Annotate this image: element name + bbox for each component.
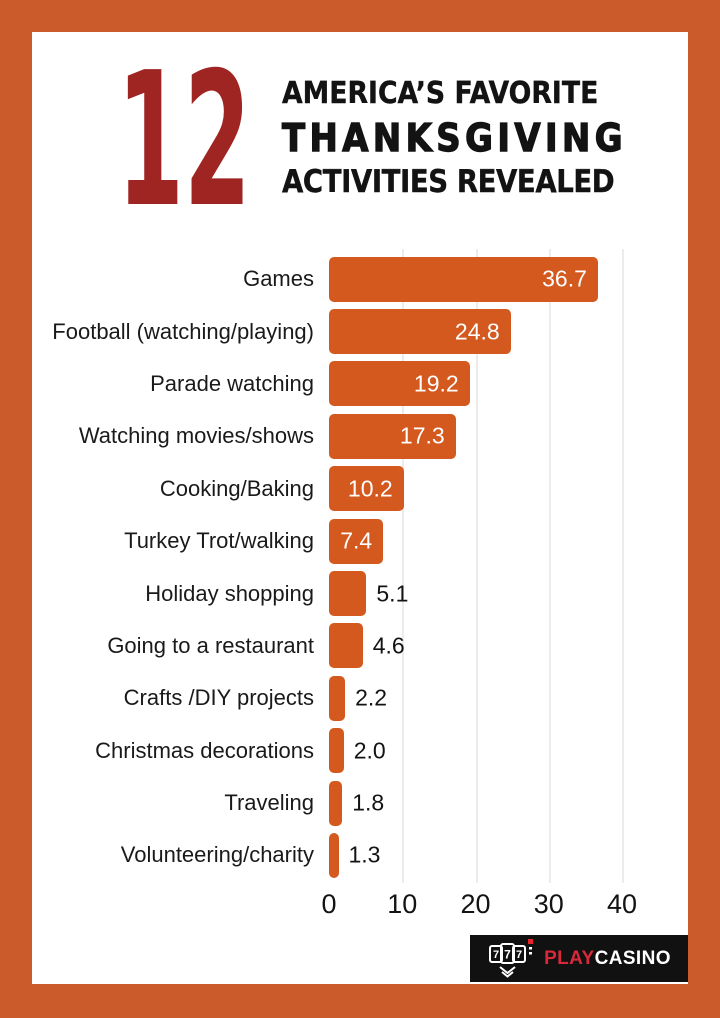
value-label: 4.6 xyxy=(372,632,405,659)
chart-row: Football (watching/playing) 24.8 xyxy=(32,305,688,357)
bar xyxy=(329,832,339,878)
chart-row: Cooking/Baking 10.2 xyxy=(32,463,688,515)
category-label: Going to a restaurant xyxy=(107,632,314,658)
category-label: Traveling xyxy=(224,790,314,816)
value-label: 36.7 xyxy=(542,265,587,292)
bar-track: 4.6 xyxy=(329,623,688,669)
chart-row: Turkey Trot/walking 7.4 xyxy=(32,515,688,567)
x-axis-tick-label: 40 xyxy=(607,889,638,919)
category-label: Volunteering/charity xyxy=(120,842,314,868)
category-label: Cooking/Baking xyxy=(159,475,314,501)
x-axis-tick-label: 20 xyxy=(460,889,491,919)
chart-rows: Games 36.7 Football (watching/playing) 24.8… xyxy=(32,253,688,882)
bar-track: 2.0 xyxy=(329,728,688,774)
title-line-2: THANKSGIVING xyxy=(281,115,627,160)
chart-row: Holiday shopping 5.1 xyxy=(32,567,688,619)
value-label: 17.3 xyxy=(399,422,445,449)
x-axis: 0 10 20 30 40 xyxy=(32,890,688,918)
logo-red-dot xyxy=(528,938,534,944)
gridline xyxy=(548,249,551,883)
bar-track: 5.1 xyxy=(329,571,688,617)
title-line-1: AMERICA’S FAVORITE xyxy=(282,76,599,111)
chart-row: Going to a restaurant 4.6 xyxy=(32,620,688,672)
svg-text:7: 7 xyxy=(493,949,499,961)
value-label: 1.3 xyxy=(348,841,381,868)
value-label: 10.2 xyxy=(347,475,393,502)
bar-track: 10.2 xyxy=(329,466,688,512)
category-label: Watching movies/shows xyxy=(78,423,314,449)
title-number: 12 xyxy=(117,32,251,248)
bar xyxy=(329,675,346,721)
category-label: Games xyxy=(243,266,314,292)
bar xyxy=(329,780,343,826)
bar xyxy=(329,571,367,617)
bar-track: 36.7 xyxy=(329,256,688,302)
gridline xyxy=(622,249,625,883)
slot-machine-777-icon: 7 7 7 xyxy=(489,938,534,978)
chart-row: Christmas decorations 2.0 xyxy=(32,725,688,777)
category-label: Crafts /DIY projects xyxy=(123,685,314,711)
chart-row: Volunteering/charity 1.3 xyxy=(32,829,688,881)
bar-chart: Games 36.7 Football (watching/playing) 24.8… xyxy=(32,249,688,918)
bar: 17.3 xyxy=(329,413,456,459)
category-label: Holiday shopping xyxy=(145,580,314,606)
value-label: 2.2 xyxy=(355,684,388,711)
bar-track: 19.2 xyxy=(329,361,688,407)
brand-casino: CASINO xyxy=(594,947,671,969)
content-area: 12 AMERICA’S FAVORITE THANKSGIVING ACTIV… xyxy=(32,32,688,984)
playcasino-logo: 7 7 7 PLAYCASINO xyxy=(470,935,688,982)
value-label: 1.8 xyxy=(352,789,385,816)
svg-text:7: 7 xyxy=(504,947,511,961)
x-axis-tick-label: 10 xyxy=(387,889,418,919)
bar-track: 7.4 xyxy=(329,518,688,564)
x-axis-tick-label: 30 xyxy=(533,889,564,919)
bar-track: 2.2 xyxy=(329,675,688,721)
bar-track: 17.3 xyxy=(329,413,688,459)
brand-play: PLAY xyxy=(544,947,595,969)
category-label: Turkey Trot/walking xyxy=(124,528,314,554)
svg-text:7: 7 xyxy=(516,949,522,961)
value-label: 5.1 xyxy=(376,580,409,607)
category-label: Football (watching/playing) xyxy=(52,318,314,344)
bar-track: 1.3 xyxy=(329,832,688,878)
page-title: AMERICA’S FAVORITE THANKSGIVING ACTIVITI… xyxy=(281,72,627,202)
value-label: 24.8 xyxy=(454,318,500,345)
bar: 19.2 xyxy=(329,361,470,407)
bar: 10.2 xyxy=(329,466,404,512)
value-label: 7.4 xyxy=(340,527,373,554)
bar-track: 24.8 xyxy=(329,309,688,355)
value-label: 19.2 xyxy=(413,370,459,397)
category-label: Parade watching xyxy=(150,370,314,396)
chart-row: Watching movies/shows 17.3 xyxy=(32,410,688,462)
bar: 24.8 xyxy=(329,309,511,355)
chart-row: Parade watching 19.2 xyxy=(32,358,688,410)
chart-row: Games 36.7 xyxy=(32,253,688,305)
chart-row: Traveling 1.8 xyxy=(32,777,688,829)
bar: 36.7 xyxy=(329,256,598,302)
category-label: Christmas decorations xyxy=(95,737,314,763)
chart-row: Crafts /DIY projects 2.2 xyxy=(32,672,688,724)
bar: 7.4 xyxy=(329,518,384,564)
bar xyxy=(329,728,344,774)
x-axis-tick-label: 0 xyxy=(321,889,337,919)
value-label: 2.0 xyxy=(353,737,386,764)
title-line-3: ACTIVITIES REVEALED xyxy=(282,164,615,200)
gridline xyxy=(475,249,478,883)
bar-track: 1.8 xyxy=(329,780,688,826)
gridline xyxy=(402,249,405,883)
brand-wordmark: PLAYCASINO xyxy=(544,948,671,970)
bar xyxy=(329,623,363,669)
